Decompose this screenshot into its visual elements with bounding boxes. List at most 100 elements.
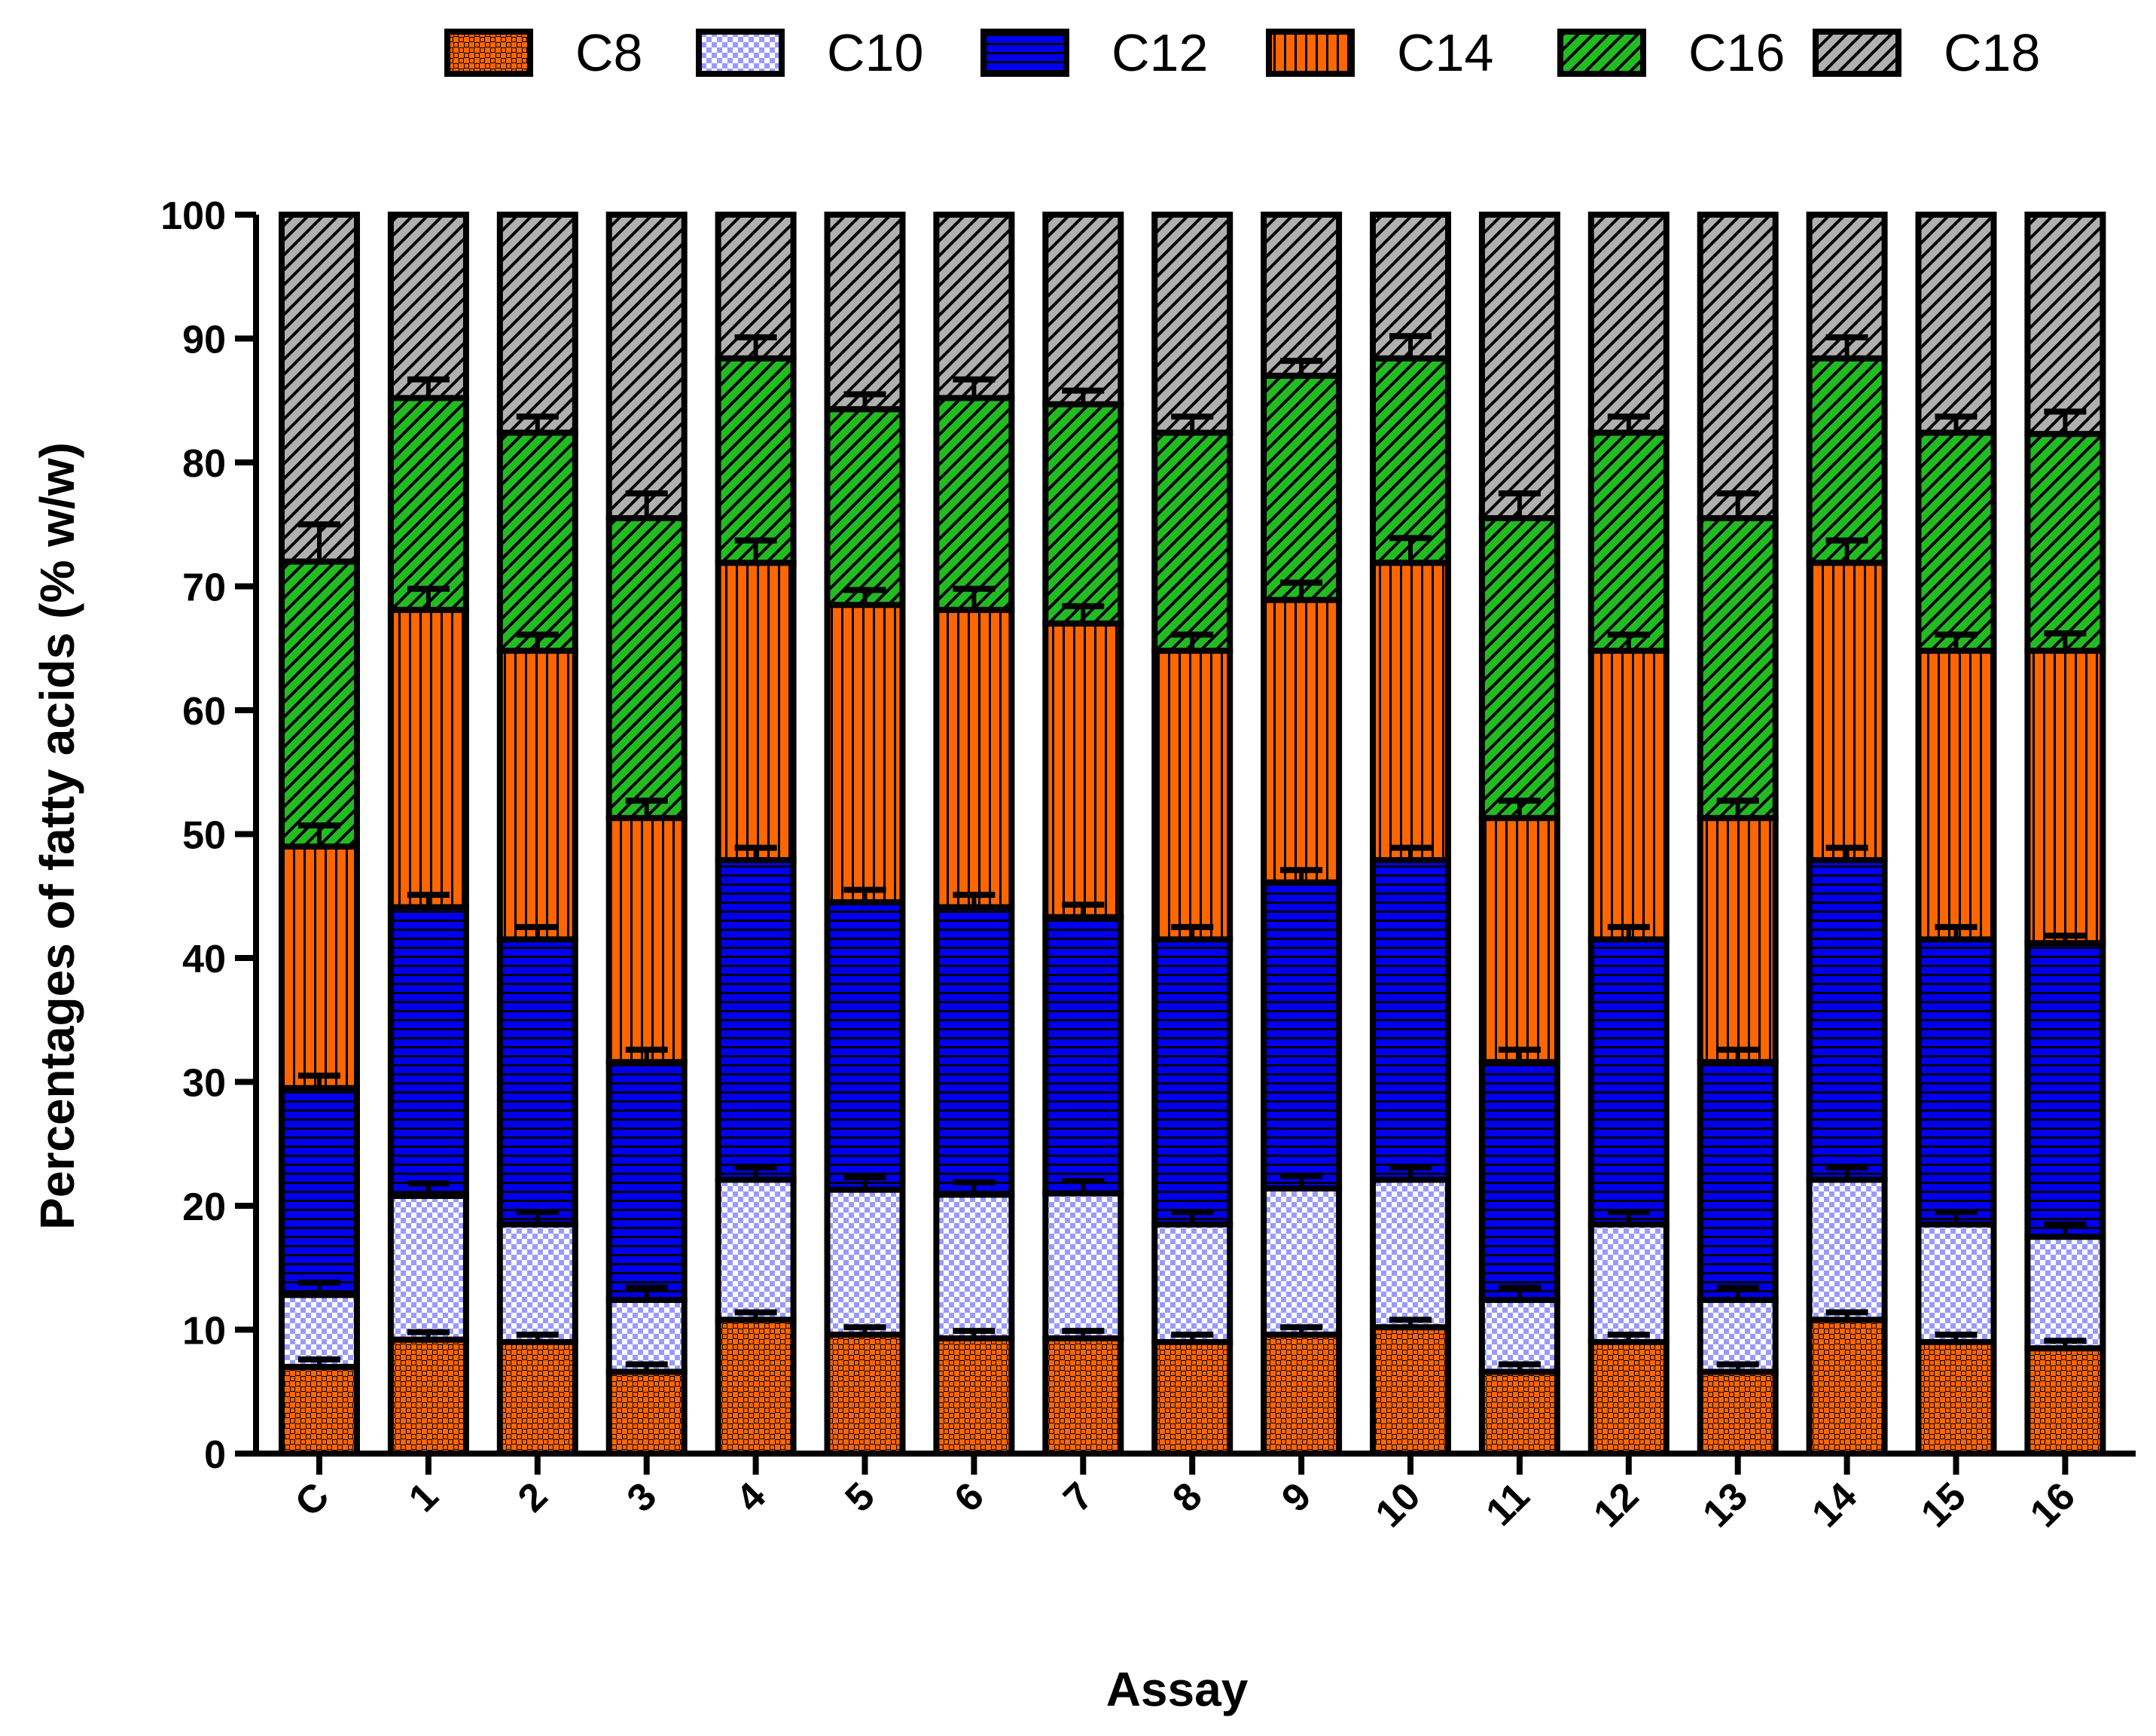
error-bar-c8-4 [734, 1309, 777, 1320]
bar-c14-9 [1261, 596, 1343, 886]
error-bar-c14-4 [734, 537, 777, 563]
legend-label: C14 [1397, 23, 1493, 82]
error-bar-c12-11 [1498, 1046, 1541, 1063]
bar-c18-12 [1587, 212, 1670, 436]
bar-c12-12 [1587, 936, 1670, 1228]
bar-c12-9 [1261, 879, 1343, 1191]
error-bar-c16-3 [625, 490, 668, 519]
bar-c10-12 [1587, 1221, 1670, 1345]
error-bar-c14-c [298, 822, 340, 847]
error-bar-c12-9 [1280, 867, 1323, 883]
x-tick-label: 8 [1164, 1474, 1210, 1520]
error-bar-c8-7 [1062, 1328, 1105, 1339]
legend-swatch [980, 29, 1069, 77]
bar-c14-13 [1697, 815, 1779, 1066]
bar-c10-3 [605, 1297, 688, 1375]
x-axis-title: Assay [1106, 1662, 1249, 1716]
error-bar-c14-14 [1825, 537, 1868, 563]
x-tick-label: 1 [401, 1474, 447, 1520]
error-bar-c8-8 [1171, 1332, 1214, 1342]
error-bar-c8-3 [625, 1361, 668, 1372]
bar-c16-5 [824, 406, 906, 609]
bar-c12-2 [496, 936, 578, 1228]
bar-c8-13 [1697, 1368, 1779, 1457]
error-bar-c8-6 [953, 1328, 996, 1339]
error-bar-c12-6 [953, 892, 996, 908]
error-bar-c10-14 [1825, 1164, 1868, 1180]
error-bar-c12-12 [1607, 923, 1650, 940]
y-tick-label: 10 [182, 1310, 226, 1353]
y-tick-label: 80 [182, 442, 226, 486]
error-bar-c12-10 [1389, 844, 1432, 861]
x-tick-label: 15 [1913, 1474, 1975, 1536]
error-bar-c12-2 [516, 923, 559, 940]
y-tick-label: 50 [182, 814, 226, 858]
bar-c16-c [279, 558, 360, 850]
y-tick-label: 70 [182, 566, 226, 610]
legend-item-c14: C14 [1266, 23, 1493, 82]
legend-label: C10 [827, 23, 923, 82]
bar-c16-10 [1370, 355, 1451, 566]
legend-item-c8: C8 [444, 23, 642, 82]
error-bar-c16-4 [734, 334, 777, 358]
error-bar-c8-9 [1280, 1324, 1323, 1335]
error-bar-c10-2 [516, 1209, 559, 1225]
x-tick-label: 14 [1804, 1474, 1865, 1536]
error-bar-c12-3 [625, 1046, 668, 1063]
bar-c18-15 [1915, 212, 1997, 436]
error-bar-c16-7 [1062, 387, 1105, 404]
legend-swatch [696, 29, 785, 77]
bar-c8-9 [1261, 1332, 1343, 1457]
error-bar-c16-14 [1825, 334, 1868, 358]
bar-c12-1 [387, 904, 469, 1199]
bar-c12-16 [2024, 940, 2106, 1240]
bar-c14-3 [605, 815, 688, 1066]
bar-c10-8 [1151, 1221, 1234, 1345]
bar-c16-14 [1806, 355, 1888, 566]
error-bar-c10-11 [1498, 1284, 1541, 1301]
legend-label: C8 [575, 23, 642, 82]
error-bar-c8-12 [1607, 1332, 1650, 1342]
legend-item-c18: C18 [1813, 23, 2040, 82]
legend-label: C12 [1112, 23, 1208, 82]
bar-c14-8 [1151, 648, 1234, 943]
error-bar-c14-6 [953, 585, 996, 610]
y-tick-label: 100 [160, 194, 226, 238]
bar-c10-c [279, 1292, 360, 1370]
error-bar-c16-13 [1716, 490, 1759, 519]
error-bar-c14-2 [516, 631, 559, 651]
bar-c18-13 [1697, 212, 1779, 522]
bar-c12-3 [605, 1059, 688, 1304]
bar-c18-11 [1478, 212, 1560, 522]
bar-c18-c [279, 212, 360, 565]
bar-c14-14 [1806, 560, 1888, 864]
error-bar-c16-10 [1389, 333, 1432, 358]
bar-c12-8 [1151, 936, 1234, 1228]
bar-c8-7 [1042, 1335, 1124, 1457]
bar-c12-11 [1478, 1059, 1560, 1304]
error-bar-c10-12 [1607, 1209, 1650, 1225]
bar-c8-12 [1587, 1338, 1670, 1457]
error-bar-c12-1 [407, 892, 450, 908]
bar-c14-16 [2024, 648, 2106, 947]
bar-c16-13 [1697, 515, 1779, 822]
error-bar-c16-9 [1280, 358, 1323, 376]
error-bar-c12-14 [1825, 844, 1868, 861]
x-tick-label: 10 [1368, 1474, 1429, 1536]
error-bar-c12-c [298, 1072, 340, 1088]
error-bar-c16-6 [953, 376, 996, 398]
error-bar-c16-16 [2044, 408, 2087, 435]
bar-c8-10 [1370, 1324, 1451, 1457]
bar-c18-1 [387, 212, 469, 401]
bar-c8-c [279, 1363, 360, 1457]
bar-c12-5 [824, 899, 906, 1193]
error-bar-c14-5 [843, 587, 886, 606]
x-tick-label: 3 [619, 1474, 665, 1520]
error-bar-c8-14 [1825, 1309, 1868, 1320]
error-bar-c16-8 [1171, 413, 1214, 433]
error-bar-c14-15 [1935, 631, 1978, 651]
error-bar-c10-10 [1389, 1164, 1432, 1180]
x-tick-label: 11 [1477, 1474, 1538, 1534]
bar-c16-8 [1151, 429, 1234, 654]
